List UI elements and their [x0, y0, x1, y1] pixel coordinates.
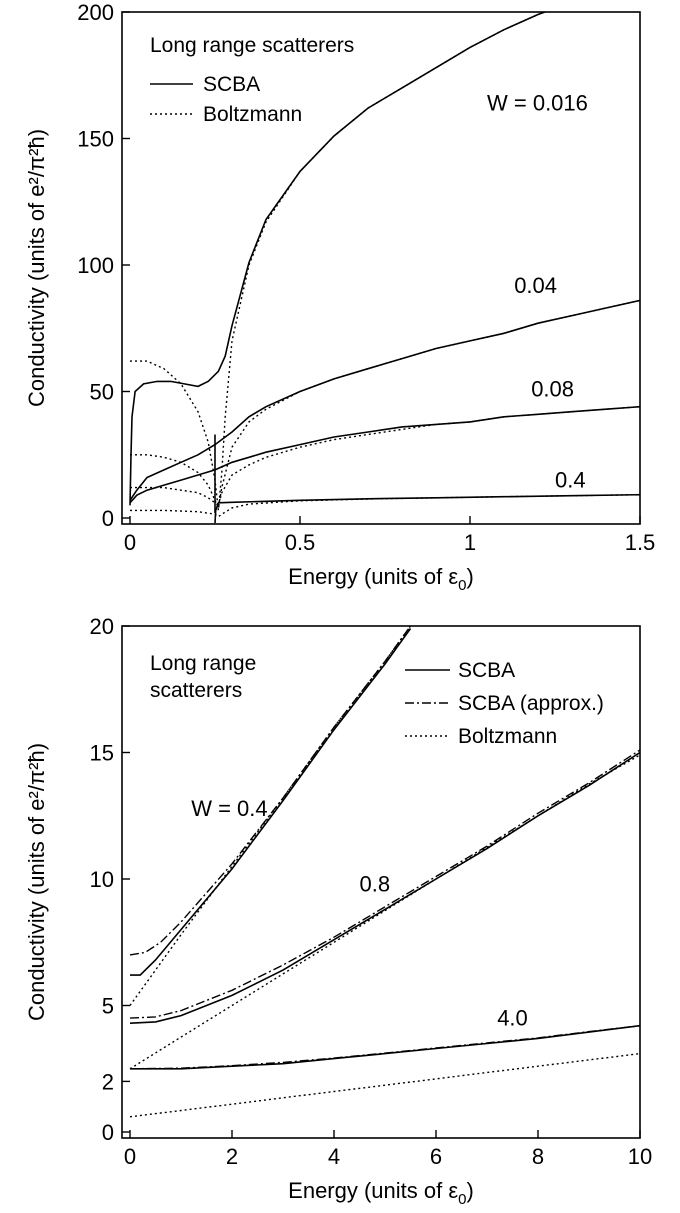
bottom-y-axis-label: Conductivity (units of e²/π²ħ) [24, 743, 49, 1021]
bottom-curve-solid-6 [130, 1024, 640, 1070]
top-plot-frame [121, 11, 641, 525]
bottom-x-tick-label: 8 [532, 1144, 544, 1169]
top-x-tick-label: 0 [124, 530, 136, 555]
bottom-curve-annotation-1: 0.8 [360, 872, 391, 897]
top-curve-annotation-1: 0.04 [514, 273, 557, 298]
bottom-x-tick-label: 4 [328, 1144, 340, 1169]
top-annotations: W = 0.016 0.04 0.08 0.4 [487, 91, 588, 493]
bottom-y-tick-label: 15 [90, 741, 114, 766]
top-curves [129, 12, 640, 524]
bottom-annotations: W = 0.4 0.8 4.0 [191, 796, 528, 1031]
bottom-curve-dashdot-7 [129, 1025, 640, 1070]
bottom-curve-annotation-2: 4.0 [497, 1006, 528, 1031]
top-y-tick-label: 50 [90, 380, 114, 405]
top-curve-solid-4 [129, 405, 640, 504]
top-curve-dotted-1 [130, 12, 547, 511]
top-curve-dotted-3 [130, 299, 640, 511]
bottom-legend: Long range scatterers SCBA SCBA (approx.… [150, 652, 604, 748]
bottom-curves [129, 626, 640, 1118]
top-legend: Long range scatterers SCBA Boltzmann [150, 34, 354, 126]
bottom-curve-solid-0 [130, 628, 412, 976]
bottom-curve-annotation-0: W = 0.4 [191, 796, 267, 821]
top-legend-title: Long range scatterers [150, 34, 354, 57]
bottom-curve-dashdot-4 [129, 749, 640, 1019]
top-panel: 0 0.5 1 1.5 0 50 100 150 200 W = 0.016 0.04 0.08 0.… [24, 0, 655, 594]
top-curve-annotation-0: W = 0.016 [487, 91, 588, 116]
bottom-curve-dotted-8 [129, 1052, 640, 1118]
bottom-y-tick-label: 5 [102, 994, 114, 1019]
top-legend-label-boltzmann: Boltzmann [203, 103, 302, 126]
bottom-legend-title-line-2: scatterers [150, 679, 242, 702]
top-y-tick-label: 150 [77, 127, 114, 152]
top-x-axis-label: Energy (units of ε0) [288, 564, 474, 594]
bottom-y-tick-label: 10 [90, 867, 114, 892]
bottom-y-tick-label: 20 [90, 614, 114, 639]
bottom-panel: 0 2 4 6 8 10 0 2 5 10 15 20 W = 0.4 0.8 4.0 Energy (u… [24, 614, 652, 1208]
top-curve-annotation-2: 0.08 [531, 377, 574, 402]
bottom-curve-solid-3 [129, 751, 640, 1024]
top-curve-dotted-7 [130, 494, 640, 518]
bottom-legend-label-boltzmann: Boltzmann [458, 725, 557, 748]
bottom-curve-dotted-5 [129, 754, 640, 1070]
top-y-axis-label: Conductivity (units of e²/π²ħ) [24, 129, 49, 407]
top-y-tick-label: 200 [77, 0, 114, 25]
top-legend-label-scba: SCBA [203, 73, 260, 96]
top-curve-solid-6 [214, 493, 640, 524]
bottom-x-tick-label: 10 [628, 1144, 652, 1169]
top-curve-solid-0 [129, 12, 548, 506]
bottom-x-tick-label: 2 [226, 1144, 238, 1169]
top-axis-ticks: 0 0.5 1 1.5 0 50 100 150 200 [77, 0, 655, 555]
bottom-plot-frame [121, 625, 641, 1139]
bottom-y-tick-label: 2 [102, 1069, 114, 1094]
top-x-tick-label: 1.5 [625, 530, 656, 555]
top-x-tick-label: 0.5 [285, 530, 316, 555]
bottom-curve-dashdot-1 [129, 626, 412, 956]
top-y-tick-label: 100 [77, 253, 114, 278]
bottom-x-tick-label: 0 [124, 1144, 136, 1169]
bottom-legend-label-scba: SCBA [458, 659, 515, 682]
bottom-legend-label-scba-approx: SCBA (approx.) [458, 692, 604, 715]
bottom-legend-title-line-1: Long range [150, 652, 256, 675]
bottom-x-axis-label: Energy (units of ε0) [288, 1178, 474, 1208]
top-y-tick-label: 0 [102, 506, 114, 531]
bottom-x-tick-label: 6 [430, 1144, 442, 1169]
top-x-tick-label: 1 [464, 530, 476, 555]
bottom-y-tick-label: 0 [102, 1120, 114, 1145]
bottom-axis-ticks: 0 2 4 6 8 10 0 2 5 10 15 20 [90, 614, 653, 1169]
top-curve-annotation-3: 0.4 [555, 468, 586, 493]
